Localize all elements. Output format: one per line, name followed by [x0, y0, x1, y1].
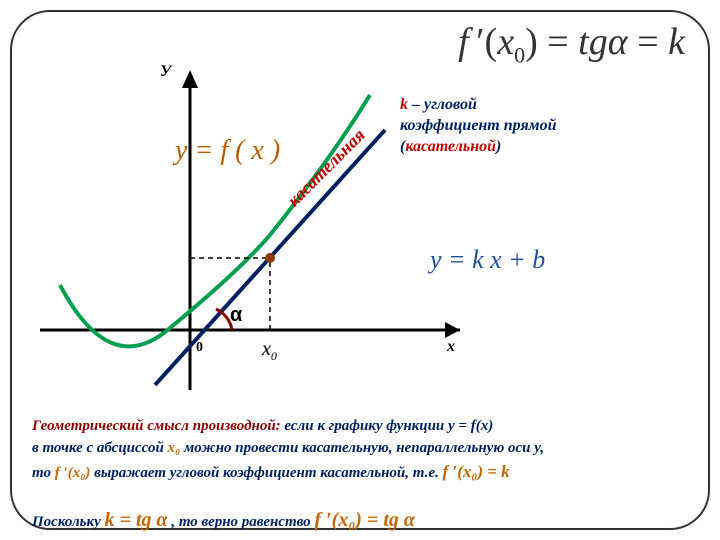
- k-annotation: k – угловой коэффициент прямой (касатель…: [400, 95, 557, 157]
- tangent-point: [265, 253, 275, 263]
- inline-fk: f ′(x₀) = k: [443, 462, 510, 481]
- function-label: y = f ( x ): [175, 135, 280, 167]
- x-axis-label: х: [447, 338, 455, 356]
- k-paren-close: ): [496, 138, 501, 155]
- k-text-1: – угловой: [408, 96, 477, 113]
- expl-l1: если к графику функции y = f(x): [281, 418, 494, 434]
- inline-x0: x₀: [168, 440, 181, 456]
- inline-ftga: f ′(x₀) = tg α: [314, 509, 415, 531]
- line-equation: y = k x + b: [430, 245, 545, 275]
- y-axis-label: У: [160, 63, 171, 81]
- expl-l3a: то: [32, 465, 55, 481]
- explanation-text: Геометрический смысл производной: если к…: [32, 416, 692, 535]
- expl-l2b: можно провести касательную, непараллельн…: [180, 440, 544, 456]
- inline-fprime: f ′(x₀): [55, 465, 91, 481]
- y-axis-arrow: [182, 70, 198, 88]
- expl-l3b: выражает угловой коэффициент касательной…: [90, 465, 442, 481]
- expl-l4b: , то верно равенство: [168, 514, 315, 530]
- k-variable: k: [400, 96, 408, 113]
- alpha-symbol: α: [230, 304, 242, 327]
- explanation-header: Геометрический смысл производной:: [32, 418, 281, 434]
- x0-sub: 0: [271, 349, 277, 363]
- formula-derivative: f ′(x0) = tgα = k: [458, 20, 685, 69]
- x-axis-arrow: [445, 322, 460, 338]
- expl-l2a: в точке с абсциссой: [32, 440, 168, 456]
- expl-l4a: Поскольку: [32, 514, 105, 530]
- origin-label: 0: [196, 340, 203, 356]
- function-curve: [60, 95, 370, 346]
- inline-ktga: k = tg α: [105, 509, 168, 531]
- k-text-2: коэффициент прямой: [400, 117, 557, 134]
- x0-label: x0: [262, 338, 277, 364]
- x0-var: x: [262, 338, 271, 360]
- k-kas: касательной: [405, 138, 496, 155]
